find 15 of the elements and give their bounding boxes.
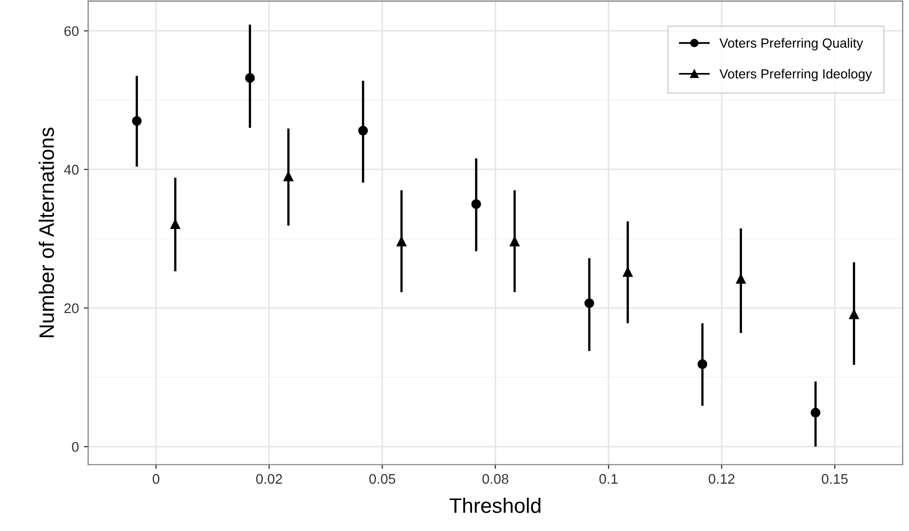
y-tick-label: 40 (64, 164, 79, 175)
y-tick-label: 60 (64, 26, 79, 36)
x-axis-title: Threshold (450, 498, 540, 514)
x-tick-label: 0.02 (256, 474, 282, 484)
y-tick-label: 20 (64, 303, 79, 314)
x-tick-label: 0.08 (482, 474, 508, 484)
x-tick-label: 0.12 (708, 474, 734, 484)
y-axis-title: Number of Alternations (38, 128, 54, 338)
legend-label: Voters Preferring Ideology (719, 68, 872, 82)
legend-label: Voters Preferring Quality (719, 38, 864, 50)
y-tick-label: 0 (72, 442, 79, 452)
x-tick-label: 0.05 (369, 474, 396, 484)
x-tick-label: 0.1 (599, 474, 618, 484)
x-tick-label: 0.15 (822, 474, 848, 484)
x-tick-label: 0 (152, 474, 160, 484)
